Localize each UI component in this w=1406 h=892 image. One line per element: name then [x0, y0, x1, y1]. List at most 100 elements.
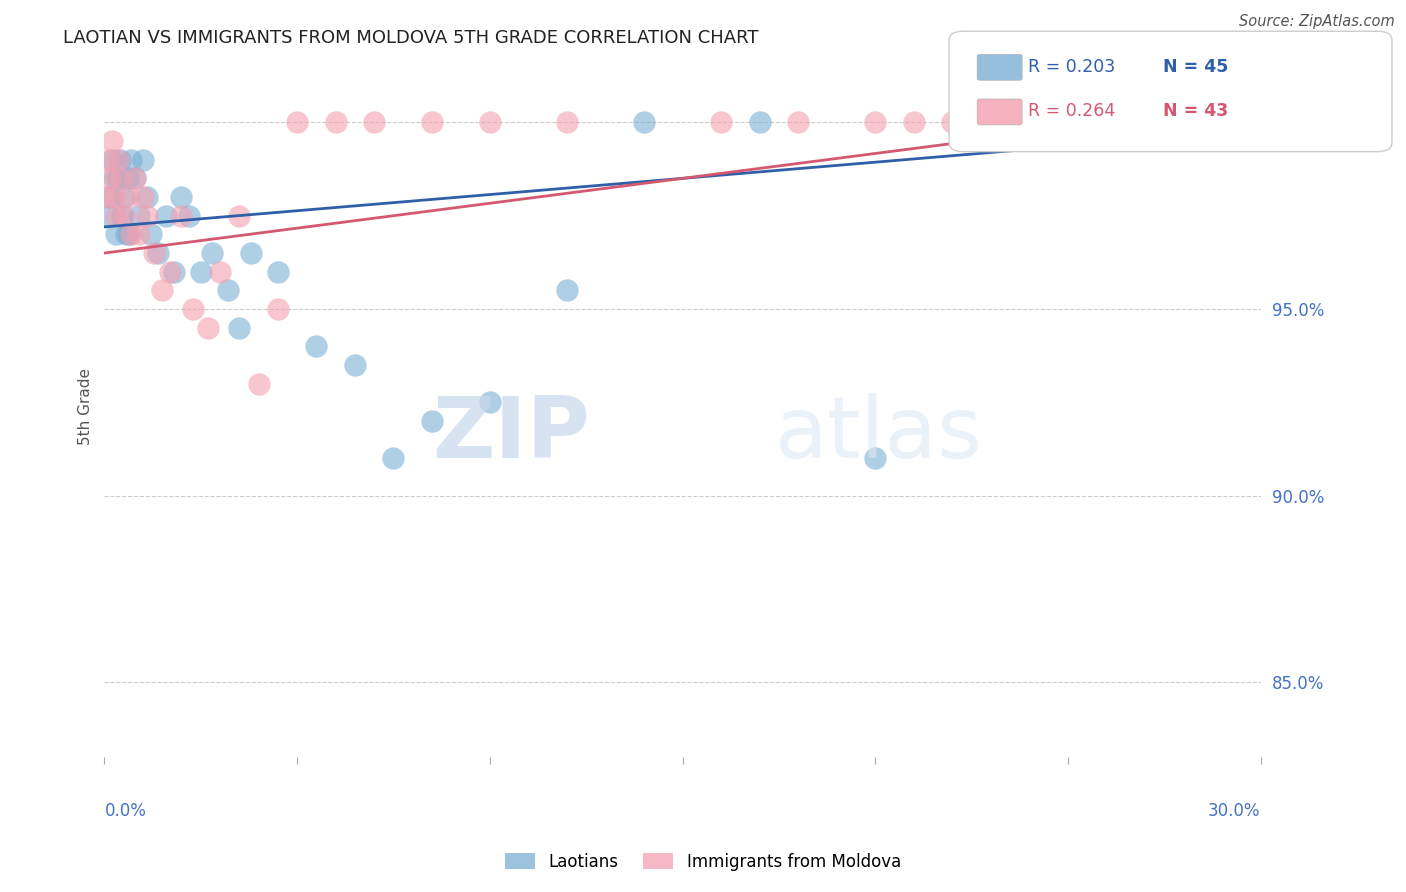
- Point: [863, 451, 886, 466]
- Point: [98, 190, 121, 204]
- Point: [1192, 115, 1215, 129]
- Point: [111, 209, 134, 223]
- Point: [285, 115, 308, 129]
- Text: 0.0%: 0.0%: [104, 802, 146, 820]
- Text: LAOTIAN VS IMMIGRANTS FROM MOLDOVA 5TH GRADE CORRELATION CHART: LAOTIAN VS IMMIGRANTS FROM MOLDOVA 5TH G…: [63, 29, 759, 46]
- Point: [343, 358, 366, 372]
- Point: [478, 395, 501, 409]
- Point: [104, 209, 127, 223]
- Point: [247, 376, 270, 391]
- Point: [1076, 115, 1098, 129]
- Point: [148, 246, 170, 260]
- Point: [97, 209, 120, 223]
- Point: [710, 115, 733, 129]
- Point: [181, 301, 204, 316]
- Point: [101, 153, 124, 167]
- Point: [120, 227, 142, 242]
- Point: [903, 115, 925, 129]
- Text: R = 0.203: R = 0.203: [1028, 58, 1115, 76]
- Point: [159, 265, 181, 279]
- Point: [132, 190, 155, 204]
- Point: [143, 246, 166, 260]
- Point: [135, 209, 157, 223]
- Point: [239, 246, 262, 260]
- Point: [1211, 115, 1233, 129]
- Point: [980, 115, 1002, 129]
- Point: [787, 115, 810, 129]
- Point: [96, 190, 118, 204]
- Point: [217, 284, 239, 298]
- Point: [118, 227, 141, 242]
- Point: [103, 171, 125, 186]
- Point: [1173, 115, 1195, 129]
- Point: [124, 171, 146, 186]
- Point: [478, 115, 501, 129]
- Point: [748, 115, 770, 129]
- Text: 30.0%: 30.0%: [1208, 802, 1261, 820]
- Point: [1018, 115, 1040, 129]
- Point: [1133, 115, 1156, 129]
- Point: [163, 265, 186, 279]
- Point: [150, 284, 173, 298]
- Point: [1211, 115, 1233, 129]
- Point: [1095, 115, 1118, 129]
- Legend: Laotians, Immigrants from Moldova: Laotians, Immigrants from Moldova: [496, 845, 910, 880]
- Point: [1153, 115, 1175, 129]
- Point: [555, 115, 578, 129]
- Text: N = 45: N = 45: [1163, 58, 1227, 76]
- Point: [132, 153, 155, 167]
- Point: [197, 320, 219, 334]
- Point: [108, 153, 131, 167]
- Point: [104, 227, 127, 242]
- Point: [190, 265, 212, 279]
- Point: [633, 115, 655, 129]
- Point: [112, 190, 135, 204]
- Point: [228, 209, 250, 223]
- Point: [420, 115, 443, 129]
- Point: [155, 209, 177, 223]
- Point: [1133, 115, 1156, 129]
- Point: [107, 153, 129, 167]
- Point: [179, 209, 201, 223]
- Point: [228, 320, 250, 334]
- Point: [103, 190, 125, 204]
- Point: [267, 301, 290, 316]
- Point: [170, 209, 193, 223]
- Text: N = 43: N = 43: [1163, 103, 1227, 120]
- Point: [128, 227, 150, 242]
- Point: [124, 171, 146, 186]
- Point: [420, 414, 443, 428]
- Point: [208, 265, 231, 279]
- Point: [120, 153, 142, 167]
- Point: [117, 190, 139, 204]
- Point: [117, 171, 139, 186]
- Point: [107, 171, 129, 186]
- Point: [325, 115, 347, 129]
- Point: [382, 451, 405, 466]
- Point: [97, 153, 120, 167]
- Point: [1057, 115, 1080, 129]
- Point: [101, 134, 124, 148]
- Point: [108, 171, 131, 186]
- Text: R = 0.264: R = 0.264: [1028, 103, 1115, 120]
- Point: [112, 209, 135, 223]
- Y-axis label: 5th Grade: 5th Grade: [79, 368, 93, 444]
- Point: [201, 246, 224, 260]
- Point: [363, 115, 385, 129]
- Text: ZIP: ZIP: [432, 392, 591, 475]
- Point: [1018, 115, 1040, 129]
- Point: [98, 171, 121, 186]
- Point: [114, 227, 136, 242]
- Point: [863, 115, 886, 129]
- Point: [139, 227, 162, 242]
- Point: [170, 190, 193, 204]
- Point: [555, 284, 578, 298]
- Point: [941, 115, 963, 129]
- Point: [305, 339, 328, 353]
- Text: atlas: atlas: [775, 392, 983, 475]
- Point: [1230, 115, 1253, 129]
- Point: [135, 190, 157, 204]
- Point: [128, 209, 150, 223]
- Point: [267, 265, 290, 279]
- Text: Source: ZipAtlas.com: Source: ZipAtlas.com: [1239, 14, 1395, 29]
